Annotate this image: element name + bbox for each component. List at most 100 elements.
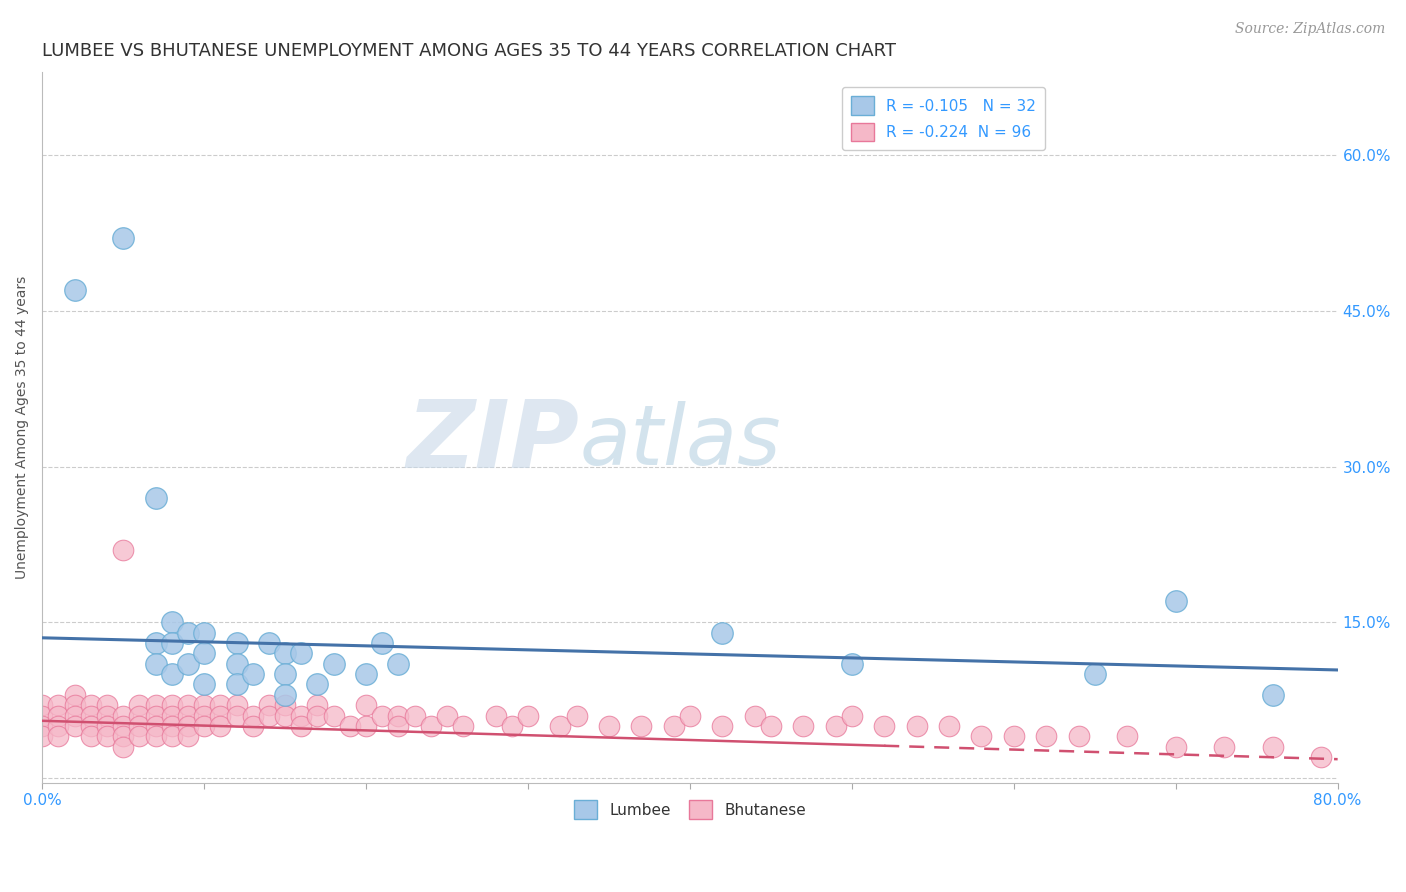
Point <box>225 708 247 723</box>
Point <box>193 646 215 660</box>
Point <box>274 646 297 660</box>
Point <box>63 708 86 723</box>
Point <box>63 688 86 702</box>
Point <box>80 730 103 744</box>
Point <box>96 719 118 733</box>
Point <box>48 719 70 733</box>
Point <box>290 719 312 733</box>
Point <box>177 698 200 713</box>
Point <box>193 708 215 723</box>
Point <box>225 657 247 671</box>
Point <box>80 719 103 733</box>
Point <box>112 719 135 733</box>
Point <box>451 719 474 733</box>
Point <box>112 708 135 723</box>
Point <box>112 739 135 754</box>
Point <box>841 657 863 671</box>
Point <box>128 708 150 723</box>
Point <box>339 719 361 733</box>
Point <box>1084 667 1107 681</box>
Point <box>1213 739 1236 754</box>
Point <box>177 708 200 723</box>
Point <box>96 698 118 713</box>
Point <box>371 636 394 650</box>
Point <box>193 698 215 713</box>
Point <box>193 625 215 640</box>
Point <box>354 719 377 733</box>
Point <box>387 719 409 733</box>
Point <box>112 542 135 557</box>
Point <box>96 730 118 744</box>
Point <box>711 625 734 640</box>
Point <box>145 491 167 505</box>
Point <box>31 708 53 723</box>
Text: ZIP: ZIP <box>406 396 579 488</box>
Point <box>160 708 183 723</box>
Point <box>257 698 280 713</box>
Point <box>1002 730 1025 744</box>
Point <box>209 708 232 723</box>
Point <box>48 708 70 723</box>
Point <box>242 667 264 681</box>
Point <box>484 708 506 723</box>
Point <box>938 719 960 733</box>
Point <box>436 708 458 723</box>
Point <box>63 283 86 297</box>
Text: Source: ZipAtlas.com: Source: ZipAtlas.com <box>1234 22 1385 37</box>
Point <box>160 667 183 681</box>
Point <box>1164 594 1187 608</box>
Point <box>274 698 297 713</box>
Point <box>1310 750 1333 764</box>
Point <box>759 719 782 733</box>
Point <box>598 719 620 733</box>
Point <box>145 698 167 713</box>
Point <box>48 730 70 744</box>
Point <box>160 636 183 650</box>
Point <box>225 636 247 650</box>
Point <box>177 719 200 733</box>
Point <box>792 719 814 733</box>
Point <box>257 708 280 723</box>
Point <box>679 708 702 723</box>
Point <box>517 708 540 723</box>
Point <box>145 657 167 671</box>
Point <box>177 625 200 640</box>
Point <box>209 719 232 733</box>
Point <box>80 698 103 713</box>
Point <box>905 719 928 733</box>
Point <box>404 708 426 723</box>
Point <box>1261 688 1284 702</box>
Point <box>565 708 588 723</box>
Point <box>145 730 167 744</box>
Point <box>177 657 200 671</box>
Point <box>290 646 312 660</box>
Point <box>322 657 344 671</box>
Point <box>112 231 135 245</box>
Point <box>128 719 150 733</box>
Point <box>31 698 53 713</box>
Point <box>1035 730 1057 744</box>
Point <box>193 677 215 691</box>
Point <box>841 708 863 723</box>
Point <box>1164 739 1187 754</box>
Point <box>307 708 329 723</box>
Point <box>630 719 652 733</box>
Point <box>274 667 297 681</box>
Point <box>225 677 247 691</box>
Point <box>419 719 441 733</box>
Point <box>307 698 329 713</box>
Point <box>128 730 150 744</box>
Text: atlas: atlas <box>579 401 782 483</box>
Point <box>63 698 86 713</box>
Point <box>160 698 183 713</box>
Point <box>711 719 734 733</box>
Point <box>322 708 344 723</box>
Point <box>31 719 53 733</box>
Point <box>290 708 312 723</box>
Point <box>371 708 394 723</box>
Point <box>274 708 297 723</box>
Point <box>96 708 118 723</box>
Point <box>112 730 135 744</box>
Point <box>387 657 409 671</box>
Point <box>257 636 280 650</box>
